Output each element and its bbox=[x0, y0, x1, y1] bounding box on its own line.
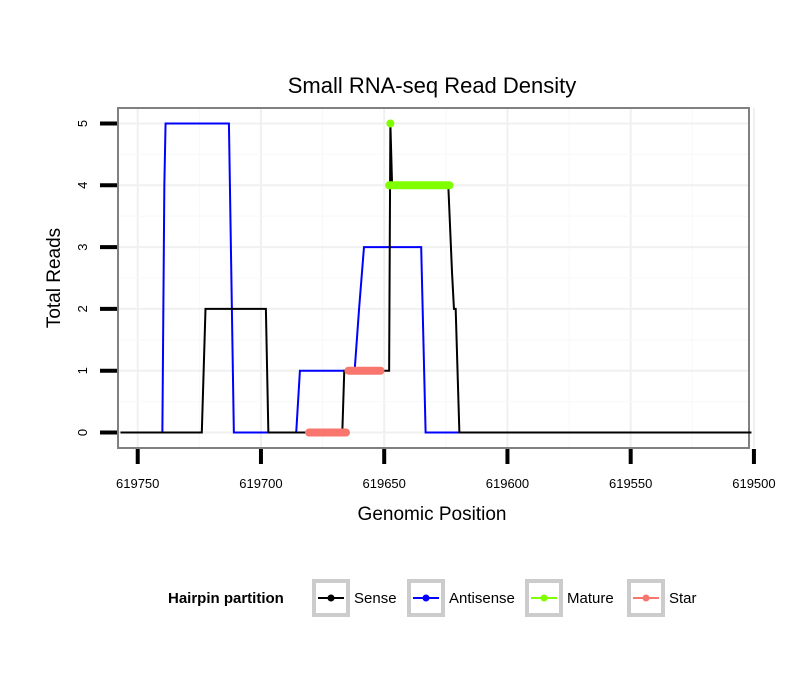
y-tick-label: 2 bbox=[75, 305, 90, 312]
x-tick-label: 619600 bbox=[486, 476, 529, 491]
y-tick-label: 3 bbox=[75, 243, 90, 250]
y-tick-label: 1 bbox=[75, 367, 90, 374]
x-tick-label: 619550 bbox=[609, 476, 652, 491]
legend-label: Star bbox=[669, 590, 697, 607]
grid bbox=[118, 108, 755, 448]
y-tick-label: 4 bbox=[75, 182, 90, 189]
legend-item-antisense: Antisense bbox=[407, 579, 515, 617]
legend-label: Mature bbox=[567, 590, 614, 607]
legend-item-sense: Sense bbox=[312, 579, 397, 617]
legend-item-mature: Mature bbox=[525, 579, 614, 617]
sense-line bbox=[120, 123, 752, 434]
legend-key-dot bbox=[642, 594, 650, 602]
legend-key-dot bbox=[422, 594, 430, 602]
y-axis-title: Total Reads bbox=[44, 228, 65, 328]
legend-key-dot bbox=[327, 594, 335, 602]
x-tick-label: 619500 bbox=[732, 476, 775, 491]
mature-point bbox=[386, 119, 395, 128]
x-axis-title: Genomic Position bbox=[358, 504, 507, 525]
x-tick-label: 619700 bbox=[239, 476, 282, 491]
x-tick-label: 619650 bbox=[363, 476, 406, 491]
legend-label: Antisense bbox=[449, 590, 515, 607]
y-tick-label: 5 bbox=[75, 120, 90, 127]
series-layer bbox=[120, 119, 752, 437]
chart-title: Small RNA-seq Read Density bbox=[288, 73, 577, 98]
x-axis: 619750 619700 619650 619600 619550 619500 bbox=[116, 449, 776, 491]
y-tick-label: 0 bbox=[75, 429, 90, 436]
legend: Hairpin partition Sense Antisense Mature St… bbox=[168, 579, 697, 617]
legend-key-dot bbox=[540, 594, 548, 602]
legend-item-star: Star bbox=[627, 579, 697, 617]
x-tick-label: 619750 bbox=[116, 476, 159, 491]
legend-title: Hairpin partition bbox=[168, 590, 284, 607]
panel-border bbox=[117, 107, 750, 449]
legend-label: Sense bbox=[354, 590, 397, 607]
y-axis: 0 1 2 3 4 5 bbox=[75, 120, 117, 436]
